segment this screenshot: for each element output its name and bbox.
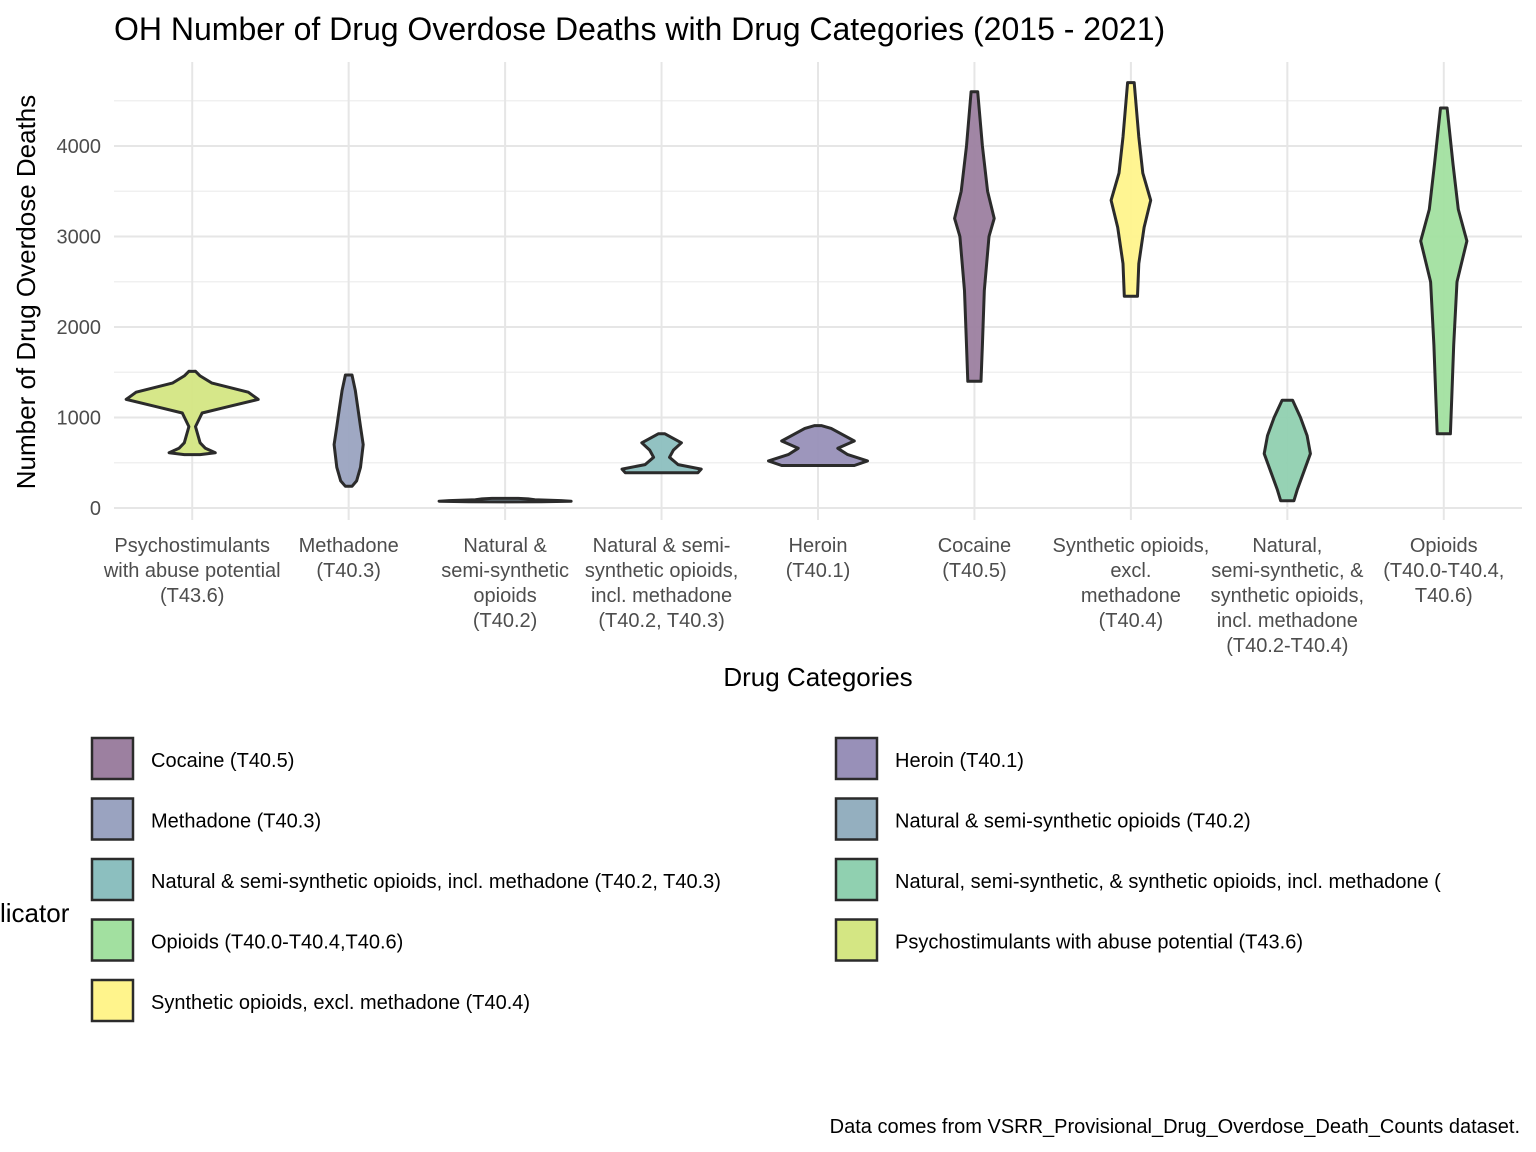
legend-key [90,857,135,902]
y-tick-label: 2000 [57,317,102,339]
violins [124,81,1469,504]
legend-label: Synthetic opioids, excl. methadone (T40.… [151,992,530,1014]
legend-label: Natural, semi-synthetic, & synthetic opi… [895,871,1441,893]
legend-label: Heroin (T40.1) [895,750,1024,772]
x-axis-title: Drug Categories [723,662,912,692]
x-tick-label: Natural & semi-synthetic opioids (T40.2) [441,535,569,632]
legend-label: Psychostimulants with abuse potential (T… [895,932,1303,954]
x-tick-label: Opioids (T40.0-T40.4, T40.6) [1383,535,1504,607]
y-tick-label: 3000 [57,227,102,249]
legend-label: Cocaine (T40.5) [151,750,294,772]
legend-key [90,978,135,1023]
legend-key [834,918,879,962]
violin-6 [1109,81,1153,298]
x-tick-label: Natural & semi-synthetic opioids, incl. m… [585,535,738,632]
y-axis-title: Number of Drug Overdose Deaths [11,95,41,490]
violin-3 [620,432,703,475]
y-tick-label: 4000 [57,136,102,158]
violin-4 [767,424,869,467]
x-tick-label: Psychostimulants with abuse potential (T43… [103,535,281,607]
y-tick-label: 1000 [57,408,102,430]
chart-title: OH Number of Drug Overdose Deaths with D… [114,11,1165,47]
legend-key [90,918,135,962]
legend-key [90,797,135,841]
x-tick-label: Methadone (T40.3) [299,535,399,582]
legend-key [834,857,879,902]
caption: Data comes from VSRR_Provisional_Drug_Ov… [830,1116,1520,1138]
legend-label: Opioids (T40.0-T40.4,T40.6) [151,932,403,954]
y-axis-ticks: 0 1000 2000 3000 4000 [57,136,102,520]
legend-label: Methadone (T40.3) [151,811,321,833]
violin-5 [953,90,996,383]
violin-2 [437,496,573,504]
violin-0 [124,369,260,457]
legend-label: Natural & semi-synthetic opioids, incl. … [151,871,721,893]
violin-7 [1262,398,1312,503]
legend-title: licator [0,898,70,928]
legend-label: Natural & semi-synthetic opioids (T40.2) [895,811,1251,833]
legend-key [90,736,135,781]
x-tick-label: Cocaine (T40.5) [938,535,1011,582]
violin-8 [1419,106,1469,436]
legend-key [834,797,879,841]
x-tick-label: Synthetic opioids, excl. methadone (T40.4) [1053,535,1210,632]
y-tick-label: 0 [90,498,101,520]
x-tick-label: Natural, semi-synthetic, & synthetic opioi… [1211,535,1365,657]
legend-key [834,736,879,781]
x-tick-label: Heroin (T40.1) [786,535,850,582]
violin-1 [332,373,365,488]
legend: Cocaine (T40.5) Heroin (T40.1) Methadone (… [90,736,1441,1023]
x-axis-ticks: Psychostimulants with abuse potential (T43… [103,535,1505,657]
